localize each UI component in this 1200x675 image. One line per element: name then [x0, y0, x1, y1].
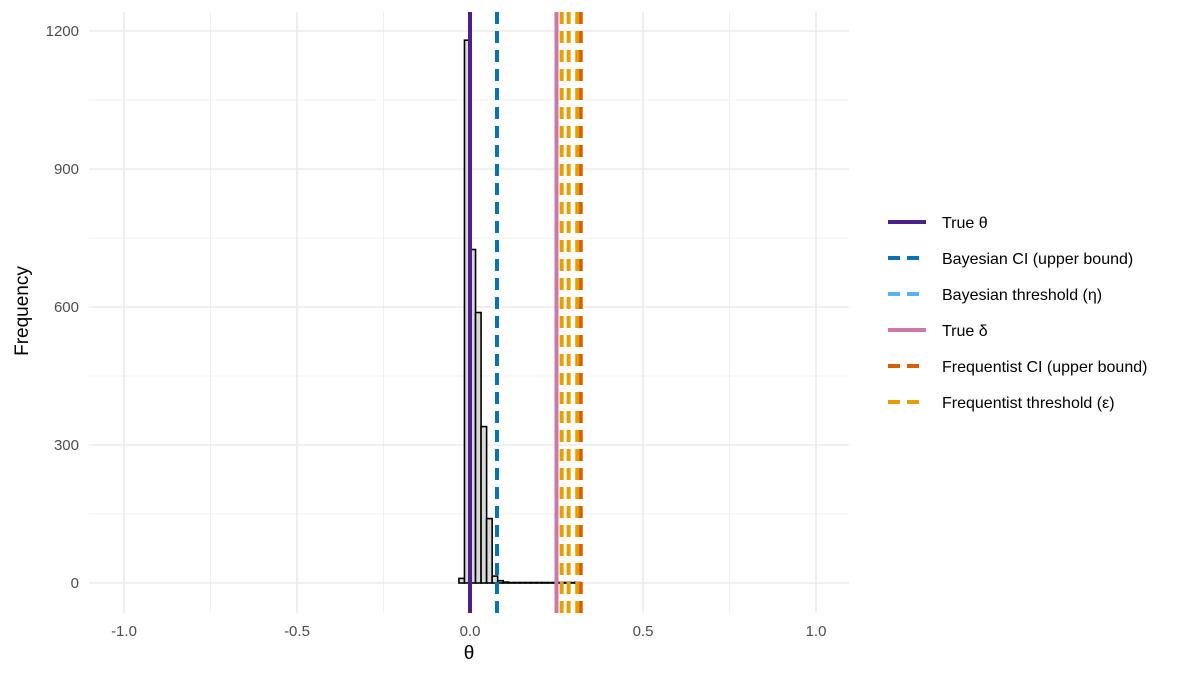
legend-label: True δ [942, 323, 988, 340]
reference-lines [468, 12, 583, 613]
histogram-bar [491, 575, 499, 584]
x-axis-ticks: -1.0 -0.5 0.0 0.5 1.0 [111, 623, 826, 640]
y-tick-label: 900 [54, 161, 79, 178]
legend-item: Frequentist threshold (ε) [888, 395, 1115, 412]
legend-item: Bayesian CI (upper bound) [888, 251, 1133, 268]
y-tick-label: 600 [54, 299, 79, 316]
legend-item: Frequentist CI (upper bound) [888, 359, 1147, 376]
y-tick-label: 0 [71, 575, 79, 592]
x-tick-label: -1.0 [111, 623, 137, 640]
legend-item: True δ [888, 323, 988, 340]
y-tick-label: 1200 [46, 23, 79, 40]
histogram-bar [502, 581, 510, 584]
histogram-bars [458, 39, 582, 584]
legend-label: True θ [942, 215, 988, 232]
legend-label: Bayesian threshold (η) [942, 287, 1102, 304]
histogram-bar [458, 577, 466, 584]
x-tick-label: -0.5 [284, 623, 310, 640]
histogram-bar [474, 311, 482, 584]
y-tick-label: 300 [54, 437, 79, 454]
y-axis-title: Frequency [12, 266, 33, 356]
legend-label: Frequentist CI (upper bound) [942, 359, 1147, 376]
histogram-bar [485, 517, 493, 584]
x-axis-title: θ [464, 643, 475, 664]
x-tick-label: 0.5 [633, 623, 654, 640]
legend-label: Frequentist threshold (ε) [942, 395, 1115, 412]
legend: True θ Bayesian CI (upper bound) Bayesian … [888, 215, 1147, 412]
x-tick-label: 1.0 [806, 623, 827, 640]
histogram-bar [480, 425, 488, 584]
y-axis-ticks: 0 300 600 900 1200 [46, 23, 79, 592]
legend-item: True θ [888, 215, 988, 232]
legend-item: Bayesian threshold (η) [888, 287, 1102, 304]
x-tick-label: 0.0 [460, 623, 481, 640]
legend-label: Bayesian CI (upper bound) [942, 251, 1133, 268]
